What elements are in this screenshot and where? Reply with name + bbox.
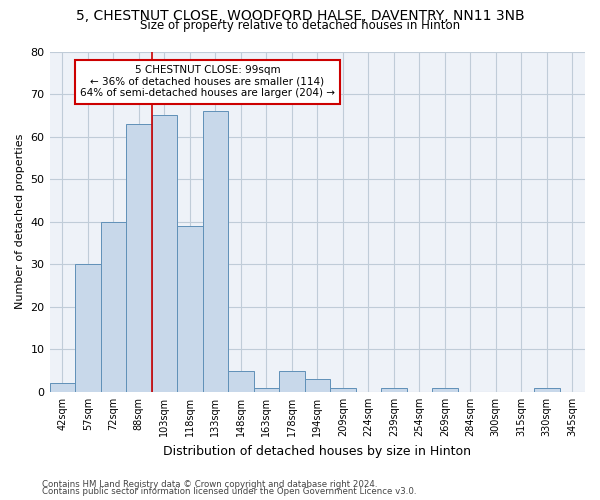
Bar: [50, 384, 75, 392]
X-axis label: Distribution of detached houses by size in Hinton: Distribution of detached houses by size …: [163, 444, 471, 458]
Bar: [534, 388, 560, 392]
Bar: [330, 388, 356, 392]
Bar: [432, 388, 458, 392]
Text: 5, CHESTNUT CLOSE, WOODFORD HALSE, DAVENTRY, NN11 3NB: 5, CHESTNUT CLOSE, WOODFORD HALSE, DAVEN…: [76, 9, 524, 23]
Text: 5 CHESTNUT CLOSE: 99sqm
← 36% of detached houses are smaller (114)
64% of semi-d: 5 CHESTNUT CLOSE: 99sqm ← 36% of detache…: [80, 65, 335, 98]
Text: Contains public sector information licensed under the Open Government Licence v3: Contains public sector information licen…: [42, 488, 416, 496]
Bar: [177, 226, 203, 392]
Bar: [101, 222, 126, 392]
Y-axis label: Number of detached properties: Number of detached properties: [15, 134, 25, 310]
Bar: [75, 264, 101, 392]
Bar: [203, 111, 228, 392]
Bar: [254, 388, 279, 392]
Bar: [228, 370, 254, 392]
Bar: [305, 379, 330, 392]
Bar: [126, 124, 152, 392]
Bar: [152, 116, 177, 392]
Bar: [279, 370, 305, 392]
Text: Contains HM Land Registry data © Crown copyright and database right 2024.: Contains HM Land Registry data © Crown c…: [42, 480, 377, 489]
Text: Size of property relative to detached houses in Hinton: Size of property relative to detached ho…: [140, 19, 460, 32]
Bar: [381, 388, 407, 392]
